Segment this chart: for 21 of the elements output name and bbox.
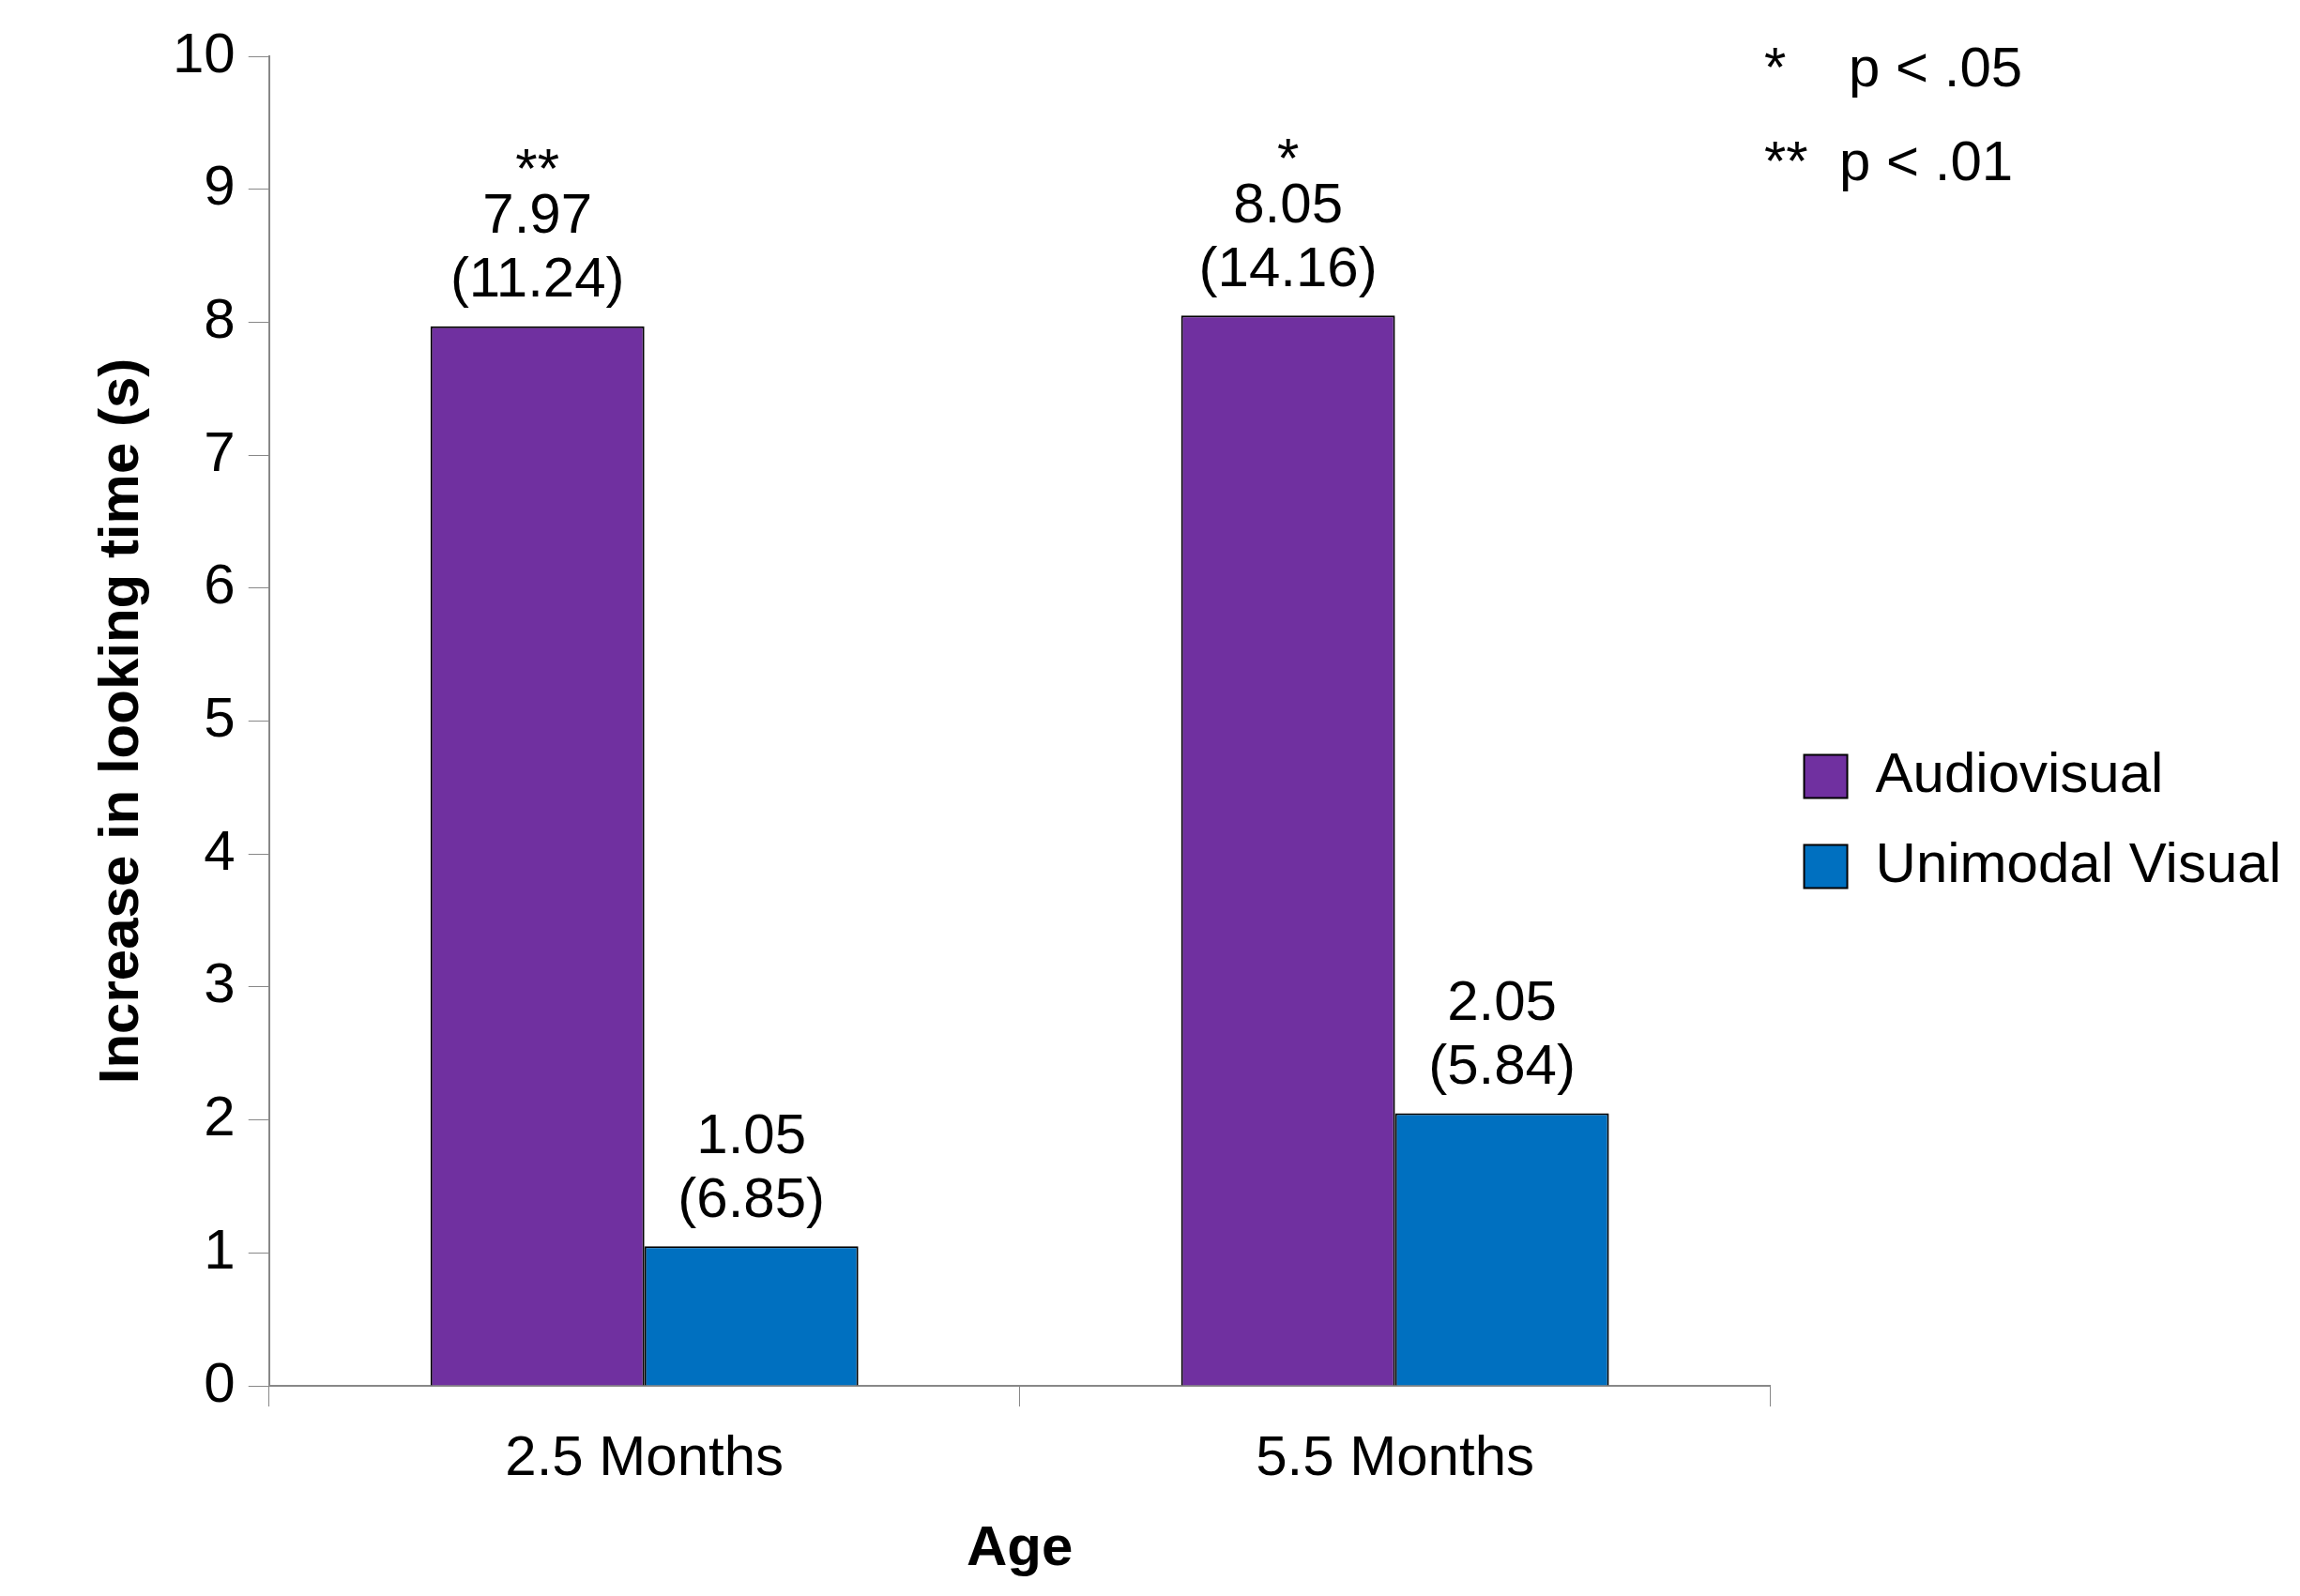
- annotation: * p < .05: [1764, 35, 2023, 99]
- y-tick-label: 1: [204, 1217, 236, 1281]
- y-tick-label: 8: [204, 286, 236, 350]
- data-label: 2.05 (5.84): [1428, 969, 1576, 1097]
- y-tick-label: 2: [204, 1085, 236, 1148]
- y-tick-label: 0: [204, 1350, 236, 1414]
- x-axis-title: Age: [966, 1513, 1074, 1577]
- data-label: 1.05 (6.85): [678, 1102, 826, 1229]
- x-tick-label: 5.5 Months: [1256, 1423, 1535, 1487]
- y-tick-label: 9: [204, 154, 236, 218]
- x-tick-label: 2.5 Months: [505, 1423, 784, 1487]
- y-tick-label: 3: [204, 951, 236, 1015]
- y-tick-label: 4: [204, 818, 236, 882]
- y-tick-label: 7: [204, 419, 236, 483]
- y-tick-label: 6: [204, 553, 236, 616]
- legend-label: Audiovisual: [1875, 741, 2164, 805]
- legend-label: Unimodal Visual: [1875, 831, 2281, 895]
- annotation: ** p < .01: [1764, 129, 2014, 192]
- y-axis-title: Increase in looking time (s): [86, 357, 150, 1085]
- y-tick-label: 10: [172, 21, 236, 84]
- y-tick-label: 5: [204, 686, 236, 750]
